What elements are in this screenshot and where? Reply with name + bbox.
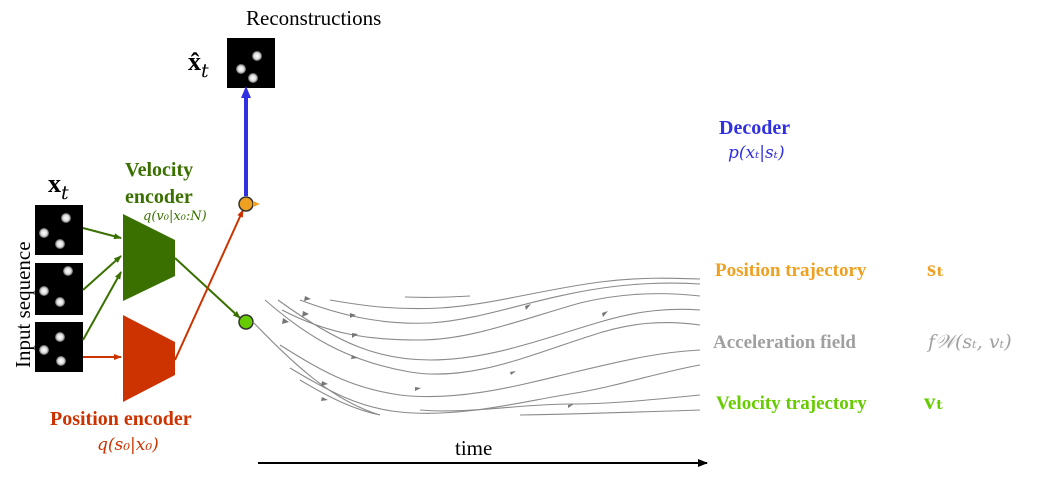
- acceleration-field-streamlines: [252, 277, 701, 416]
- position-encoder-block: [123, 315, 175, 402]
- input-sequence-label: Input sequence: [11, 241, 35, 368]
- xhat-label: x̂t: [188, 47, 209, 82]
- position-encoder-formula: q(s₀|x₀): [97, 435, 159, 455]
- position-trajectory-label: Position trajectory: [715, 260, 867, 281]
- velocity-trajectory-symbol: vₜ: [924, 389, 944, 414]
- input-x-label: xt: [48, 169, 69, 204]
- velocity-encoder-label: Velocity encoder: [125, 159, 198, 208]
- position-trajectory-symbol: sₜ: [927, 256, 944, 281]
- reconstruction-image: [227, 38, 275, 88]
- acceleration-field-label: Acceleration field: [713, 332, 856, 353]
- input-frame-2: [35, 263, 83, 315]
- position-state-point: [238, 196, 254, 212]
- input-to-velocity-arrows: [82, 227, 122, 341]
- acceleration-field-arrowheads: [282, 296, 608, 408]
- reconstructions-title: Reconstructions: [246, 6, 381, 30]
- input-frame-3: [35, 322, 83, 372]
- velocity-encoder-block: [123, 214, 175, 301]
- decoder-label: Decoder: [719, 117, 790, 139]
- position-state-tip: [253, 201, 260, 207]
- time-label: time: [455, 436, 492, 460]
- position-encoder-output-arrow: [174, 209, 244, 361]
- acceleration-field-symbol: f𝒲(sₜ, vₜ): [926, 331, 1012, 353]
- velocity-state-point: [238, 314, 254, 330]
- input-frame-1: [35, 205, 83, 255]
- decoder-formula: p(xₜ|sₜ): [728, 143, 785, 163]
- velocity-encoder-formula: q(v₀|x₀:N): [143, 209, 207, 224]
- velocity-trajectory-label: Velocity trajectory: [716, 393, 867, 414]
- position-encoder-label: Position encoder: [50, 408, 192, 430]
